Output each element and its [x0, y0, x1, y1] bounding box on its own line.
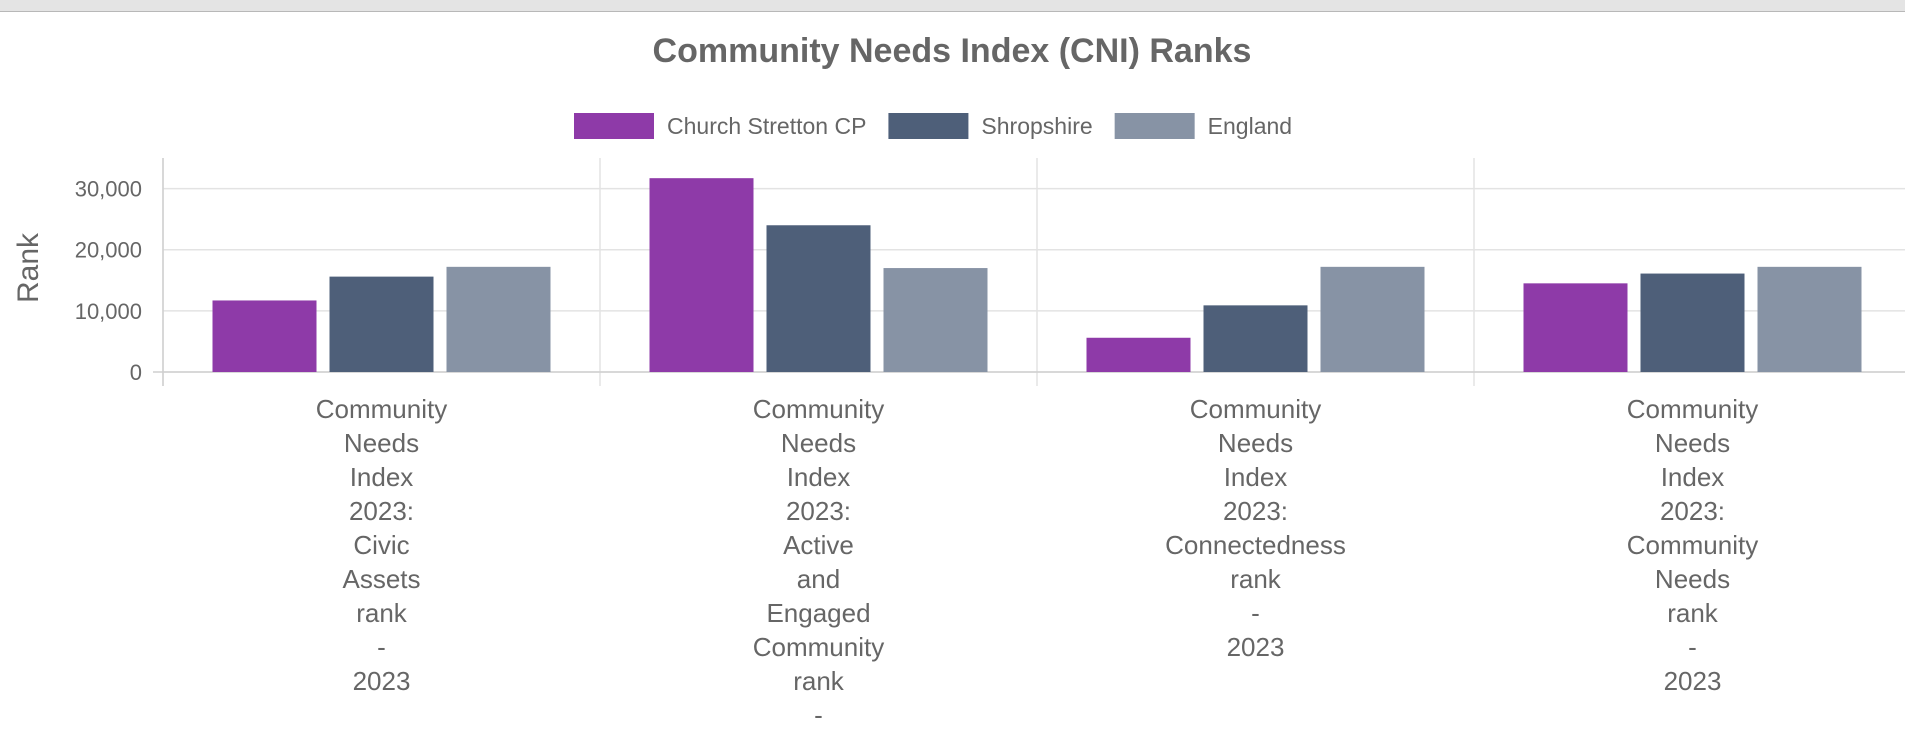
legend-label: England [1208, 113, 1292, 139]
legend-item[interactable]: Church Stretton CP [574, 113, 866, 139]
x-category-label: Community Needs Index 2023: Active and Engaged… [753, 394, 884, 730]
bar[interactable] [649, 178, 754, 372]
bar[interactable] [883, 268, 988, 372]
legend-swatch [574, 113, 654, 139]
bar[interactable] [1203, 305, 1308, 372]
y-tick-label: 30,000 [75, 177, 142, 202]
bar[interactable] [1086, 337, 1191, 372]
legend-swatch [888, 113, 969, 139]
legend-item[interactable]: Shropshire [888, 113, 1093, 139]
legend-swatch [1114, 113, 1195, 139]
x-axis-category-labels: Community Needs Index 2023: Civic Assets rank -… [316, 394, 1758, 730]
bar[interactable] [329, 276, 434, 372]
legend-item[interactable]: England [1114, 113, 1292, 139]
bars [212, 178, 1862, 372]
y-axis-ticks: 0 10,000 20,000 30,000 [75, 177, 142, 385]
y-tick-label: 10,000 [75, 299, 142, 324]
y-tick-label: 0 [130, 360, 142, 385]
bar[interactable] [766, 225, 871, 372]
y-axis-title: Rank [12, 232, 45, 303]
bar[interactable] [1320, 266, 1425, 372]
bar[interactable] [1523, 283, 1628, 372]
legend-label: Shropshire [981, 113, 1092, 139]
window-top-edge [0, 0, 1905, 12]
x-category-label: Community Needs Index 2023: Connectedness ran… [1165, 394, 1346, 662]
bar[interactable] [1757, 266, 1862, 372]
x-category-label: Community Needs Index 2023: Community Needs ra… [1627, 394, 1758, 696]
y-tick-label: 20,000 [75, 238, 142, 263]
chart-title: Community Needs Index (CNI) Ranks [653, 32, 1252, 70]
bar[interactable] [1640, 273, 1745, 372]
legend[interactable]: Church Stretton CP Shropshire England [574, 113, 1292, 139]
x-category-label: Community Needs Index 2023: Civic Assets rank -… [316, 394, 447, 696]
bar[interactable] [212, 300, 317, 372]
bar[interactable] [446, 266, 551, 372]
legend-label: Church Stretton CP [667, 113, 866, 139]
